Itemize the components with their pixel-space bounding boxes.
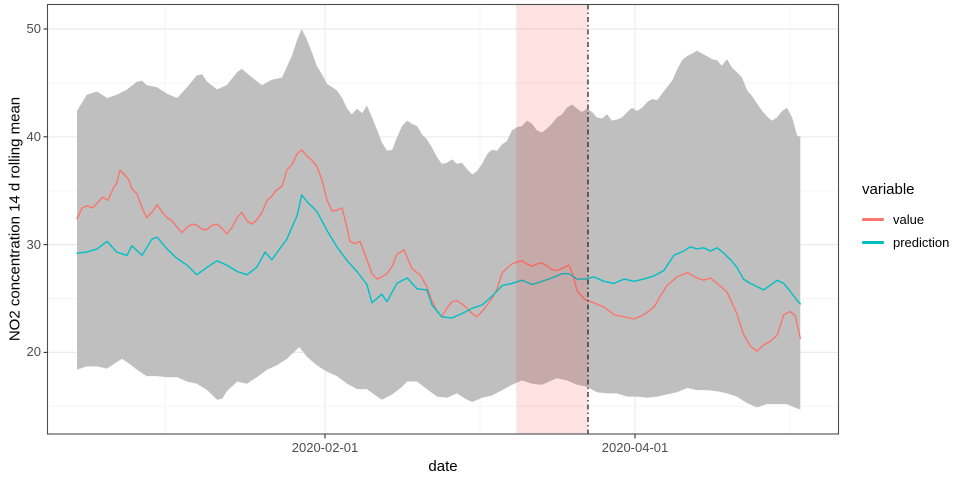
legend-key-value-line bbox=[862, 218, 884, 221]
panel-border bbox=[46, 3, 840, 435]
legend-label-value: value bbox=[893, 212, 925, 227]
x-tick-label-apr: 2020-04-01 bbox=[601, 440, 669, 455]
y-tick-label-50: 50 bbox=[26, 21, 41, 36]
prediction-interval-ribbon bbox=[77, 29, 801, 410]
legend-title: variable bbox=[862, 181, 915, 198]
y-tick-label-40: 40 bbox=[26, 129, 41, 144]
shaded-region bbox=[516, 4, 588, 434]
x-tick-label-feb: 2020-02-01 bbox=[291, 440, 359, 455]
value-line bbox=[76, 148, 801, 352]
legend-item-prediction: prediction bbox=[856, 231, 949, 254]
y-tick-label-20: 20 bbox=[26, 344, 41, 359]
y-axis-title: NO2 concentration 14 d rolling mean bbox=[6, 96, 24, 342]
y-tick-label-30: 30 bbox=[26, 237, 41, 252]
x-axis-title: date bbox=[428, 458, 458, 475]
legend: variable value prediction bbox=[856, 181, 949, 254]
legend-item-value: value bbox=[856, 208, 949, 231]
legend-key-prediction-line bbox=[862, 241, 884, 244]
prediction-line bbox=[76, 194, 801, 319]
legend-label-prediction: prediction bbox=[893, 235, 950, 250]
